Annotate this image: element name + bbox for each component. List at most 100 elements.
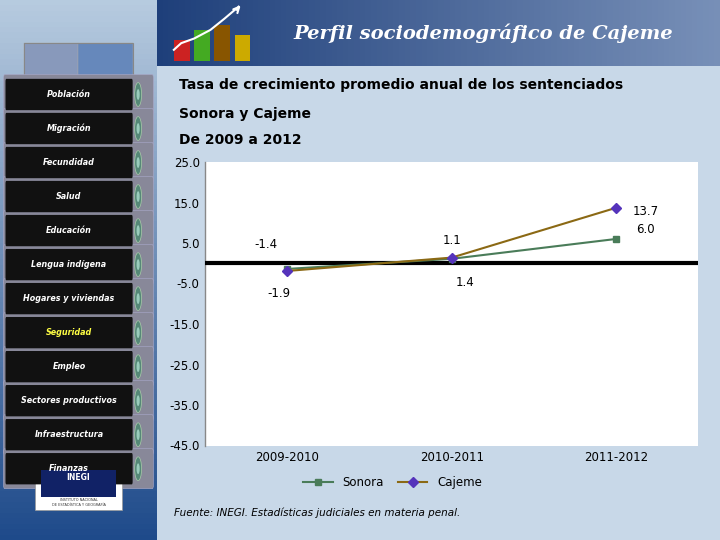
Circle shape [137,327,140,338]
FancyBboxPatch shape [6,283,132,314]
Bar [0,16,157,22]
Bar [0,437,157,443]
Bar [714,0,720,66]
Bar [309,0,315,66]
Bar [0,135,157,140]
Bar [0,49,157,54]
Bar [0,0,157,5]
Bar [0,275,157,281]
Text: 6.0: 6.0 [636,222,655,235]
Text: Lengua indígena: Lengua indígena [32,260,107,269]
Text: Migración: Migración [47,124,91,133]
Circle shape [137,361,140,372]
Bar [0,140,157,146]
Bar [0,38,157,43]
Bar [636,0,642,66]
Bar [698,0,703,66]
Bar [225,0,230,66]
Circle shape [135,83,142,106]
Bar [326,0,331,66]
Circle shape [135,287,142,310]
Bar [0,443,157,448]
Bar [0,410,157,416]
Bar [472,0,478,66]
Bar [0,248,157,254]
Bar [343,0,348,66]
Bar [0,227,157,232]
Bar [692,0,698,66]
Circle shape [135,423,142,447]
Text: Salud: Salud [56,192,82,201]
Bar [0,448,157,454]
Text: 13.7: 13.7 [633,205,659,218]
Bar [388,0,393,66]
Bar [596,0,602,66]
Cajeme [283,268,292,274]
Bar [0,324,157,329]
Bar [0,362,157,367]
Text: Fuente: INEGI. Estadísticas judiciales en materia penal.: Fuente: INEGI. Estadísticas judiciales e… [174,508,460,518]
FancyBboxPatch shape [4,75,153,114]
Bar [500,0,506,66]
Bar [0,394,157,400]
Bar [0,254,157,259]
Circle shape [137,123,140,134]
Text: Hogares y viviendas: Hogares y viviendas [24,294,114,303]
Bar [523,0,528,66]
Text: Educación: Educación [46,226,92,235]
Bar [0,335,157,340]
Bar [315,0,320,66]
Bar [0,76,157,81]
Bar [24,43,133,113]
Bar [427,0,433,66]
Bar [0,130,157,135]
Text: -1.9: -1.9 [268,287,291,300]
Bar [512,0,517,66]
Bar [0,508,157,513]
Bar [0,265,157,270]
Bar [292,0,298,66]
FancyBboxPatch shape [6,453,132,484]
Bar [298,0,303,66]
Circle shape [137,89,140,100]
Bar [602,0,608,66]
Bar [241,0,247,66]
Sonora [447,255,456,262]
Bar [0,5,157,11]
Bar [0,70,157,76]
FancyBboxPatch shape [4,279,153,319]
FancyBboxPatch shape [6,249,132,280]
FancyBboxPatch shape [6,113,132,144]
Bar [331,0,337,66]
Bar [247,0,253,66]
Bar [0,481,157,486]
Bar [0,205,157,211]
Bar [0,184,157,189]
Circle shape [135,151,142,174]
Bar [0,427,157,432]
FancyBboxPatch shape [4,381,153,421]
Bar [0,475,157,481]
Bar [0,194,157,200]
Bar [0,313,157,319]
Circle shape [137,225,140,236]
Bar [422,0,427,66]
Bar [0,367,157,373]
Bar [348,0,354,66]
FancyBboxPatch shape [6,181,132,212]
Bar [624,0,630,66]
Bar [0,346,157,351]
Bar [0,529,157,535]
Bar [207,0,213,66]
Bar [24,43,78,78]
Bar [0,65,157,70]
Bar [185,0,191,66]
Bar [235,0,241,66]
Bar [450,0,455,66]
Circle shape [135,185,142,208]
Bar [686,0,692,66]
Bar [179,0,185,66]
Circle shape [135,253,142,276]
Bar [0,524,157,529]
Circle shape [137,157,140,168]
